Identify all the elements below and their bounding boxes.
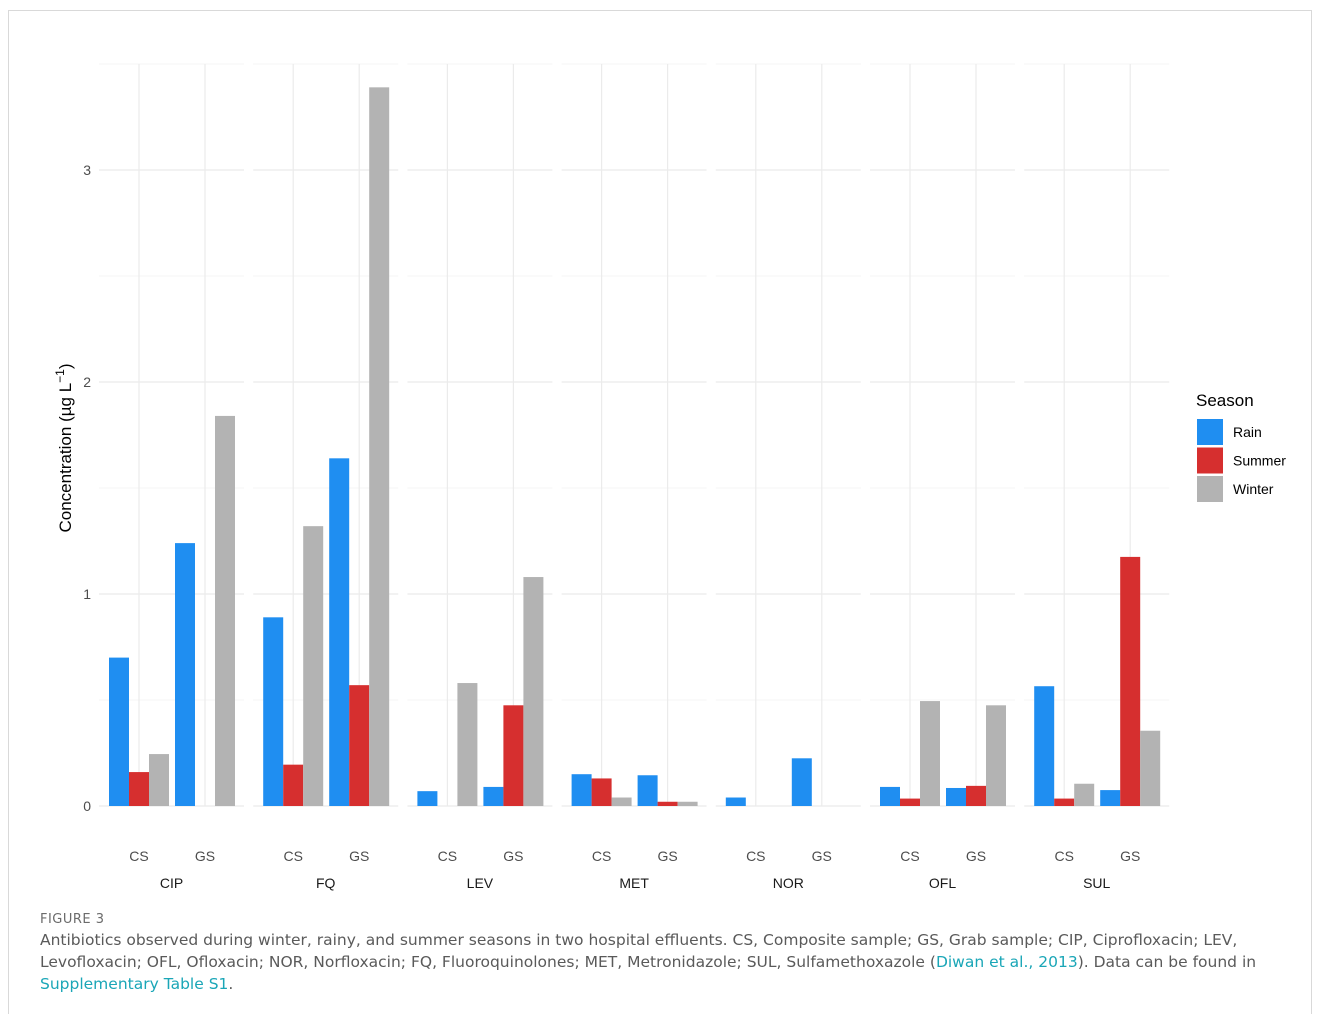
bar-ofl-cs-rain: [880, 786, 900, 806]
bar-cip-cs-summer: [129, 772, 149, 806]
bar-cip-gs-rain: [175, 543, 195, 806]
y-tick-label: 0: [83, 798, 91, 814]
bar-ofl-gs-winter: [986, 705, 1006, 806]
legend-label-rain: Rain: [1233, 424, 1262, 440]
x-tick-label: GS: [657, 848, 677, 864]
bar-lev-gs-winter: [523, 577, 544, 806]
x-tick-label: CS: [592, 848, 611, 864]
bar-sul-gs-summer: [1120, 556, 1141, 806]
bar-met-gs-summer: [657, 801, 678, 806]
caption-text-middle: ). Data can be found in: [1077, 953, 1257, 971]
facet-label: SUL: [1083, 875, 1110, 891]
figure-label: FIGURE 3: [40, 912, 105, 927]
citation-link[interactable]: Diwan et al., 2013: [935, 953, 1078, 971]
axis-layer: 0 1 2 3 CS GS CIP CS GS FQ CS GS LEV CS GS MET CS GS NOR CS…: [83, 162, 1140, 891]
bar-nor-cs-rain: [725, 797, 746, 806]
chart: 0 1 2 3 CS GS CIP CS GS FQ CS GS LEV CS GS MET CS GS NOR CS…: [53, 63, 1286, 891]
facet-label: NOR: [773, 875, 804, 891]
x-tick-label: GS: [966, 848, 986, 864]
bar-sul-gs-rain: [1100, 790, 1121, 806]
bar-fq-cs-winter: [303, 526, 324, 806]
bar-met-cs-summer: [591, 778, 612, 806]
x-tick-label: GS: [1120, 848, 1140, 864]
x-tick-label: CS: [438, 848, 457, 864]
legend: Season Rain Summer Winter: [1196, 391, 1286, 502]
x-tick-label: CS: [900, 848, 919, 864]
bar-lev-cs-winter: [457, 683, 478, 806]
bar-lev-cs-rain: [417, 791, 438, 806]
legend-title: Season: [1196, 391, 1254, 410]
x-tick-label: CS: [129, 848, 148, 864]
y-tick-label: 1: [83, 586, 91, 602]
y-tick-label: 2: [83, 374, 91, 390]
bar-sul-cs-winter: [1074, 783, 1095, 806]
x-tick-label: CS: [746, 848, 765, 864]
legend-label-summer: Summer: [1233, 453, 1286, 469]
bar-met-cs-rain: [571, 774, 592, 806]
grid-layer: [99, 63, 1170, 807]
legend-label-winter: Winter: [1233, 481, 1274, 497]
caption-text-end: .: [228, 975, 234, 993]
bar-met-gs-winter: [677, 801, 698, 806]
supplementary-table-link[interactable]: Supplementary Table S1: [40, 975, 229, 993]
facet-label: MET: [619, 875, 649, 891]
bar-fq-gs-rain: [329, 458, 350, 806]
bar-ofl-gs-rain: [946, 787, 966, 806]
bar-fq-gs-summer: [349, 685, 370, 806]
caption-text: Antibiotics observed during winter, rain…: [40, 929, 1300, 995]
legend-swatch-winter: [1197, 476, 1223, 502]
bar-sul-cs-rain: [1034, 686, 1055, 806]
legend-swatch-summer: [1197, 447, 1223, 474]
facet-label: CIP: [160, 875, 183, 891]
x-tick-label: GS: [349, 848, 369, 864]
bar-cip-cs-rain: [109, 657, 129, 806]
bar-fq-gs-winter: [369, 87, 390, 806]
x-tick-label: GS: [503, 848, 523, 864]
y-tick-label: 3: [83, 162, 91, 178]
x-tick-label: GS: [812, 848, 832, 864]
figure-frame: [8, 10, 1312, 1014]
bar-lev-gs-rain: [483, 786, 504, 806]
bar-fq-cs-rain: [263, 617, 284, 806]
y-axis-title-main: Concentration (µg L: [56, 383, 75, 533]
caption-text-start: Antibiotics observed during winter, rain…: [40, 931, 1238, 971]
bar-sul-cs-summer: [1054, 798, 1075, 806]
bar-cip-gs-winter: [215, 415, 235, 806]
y-axis-title: Concentration (µg L−1): [53, 363, 75, 532]
bar-nor-gs-rain: [791, 758, 812, 806]
figure-caption: FIGURE 3 Antibiotics observed during win…: [40, 912, 1300, 995]
x-tick-label: CS: [283, 848, 302, 864]
bar-cip-cs-winter: [149, 754, 169, 806]
x-tick-label: CS: [1054, 848, 1073, 864]
bar-fq-cs-summer: [283, 764, 304, 806]
bar-lev-gs-summer: [503, 705, 524, 806]
bar-ofl-gs-summer: [966, 785, 986, 806]
bar-ofl-cs-winter: [920, 701, 940, 806]
bar-sul-gs-winter: [1140, 730, 1161, 806]
y-axis-title-exponent: −1: [53, 369, 67, 383]
bar-layer: [109, 87, 1161, 806]
facet-label: OFL: [929, 875, 956, 891]
facet-label: FQ: [316, 875, 336, 891]
facet-label: LEV: [467, 875, 494, 891]
bar-met-cs-winter: [611, 797, 632, 806]
legend-swatch-rain: [1197, 419, 1223, 445]
x-tick-label: GS: [195, 848, 215, 864]
bar-met-gs-rain: [637, 775, 658, 806]
bar-ofl-cs-summer: [900, 798, 920, 806]
y-axis-title-close: ): [56, 363, 75, 369]
